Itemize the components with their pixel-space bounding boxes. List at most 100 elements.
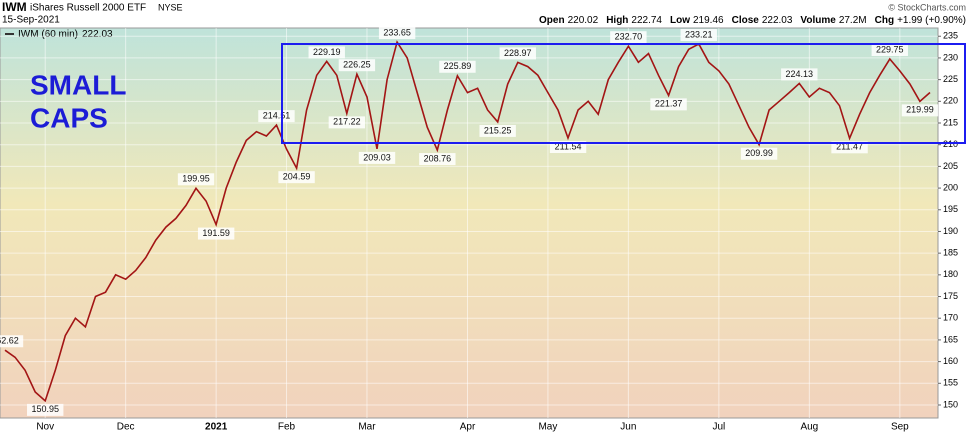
value-label: 228.97: [504, 48, 532, 58]
x-tick-label: Jun: [620, 422, 636, 433]
quote: Open 220.02 High 222.74 Low 219.46 Close 222.03…: [539, 15, 966, 26]
x-tick-label: Jul: [712, 422, 725, 433]
y-tick-label: 170: [943, 313, 958, 323]
value-label: 204.59: [283, 172, 311, 182]
value-label-box: [197, 227, 235, 240]
value-label-box: [549, 141, 587, 154]
y-tick-label: 235: [943, 31, 958, 41]
value-label-box: [740, 147, 778, 160]
value-label-box: [258, 110, 295, 123]
value-label: 219.99: [906, 105, 934, 115]
quote-label: Volume: [800, 15, 836, 26]
y-tick-label: 155: [943, 378, 958, 388]
y-tick-label: 185: [943, 248, 958, 258]
value-label: 233.65: [383, 27, 411, 37]
x-tick-label: 2021: [205, 422, 228, 433]
value-label-box: [378, 27, 416, 40]
x-tick-label: Feb: [278, 422, 296, 433]
x-tick-label: Sep: [891, 422, 909, 433]
security-name: iShares Russell 2000 ETF: [30, 3, 146, 14]
value-label-box: [781, 68, 818, 81]
value-label-box: [177, 173, 215, 186]
annotation: CAPS: [30, 102, 108, 133]
y-tick-label: 205: [943, 161, 958, 171]
value-label: 217.22: [333, 117, 361, 127]
quote-label: Chg: [875, 15, 894, 26]
value-label: 221.37: [655, 99, 683, 109]
value-label-box: [278, 171, 315, 184]
x-tick-label: Aug: [800, 422, 818, 433]
value-label: 211.54: [555, 141, 582, 151]
x-tick-label: Mar: [358, 422, 376, 433]
range-box: [281, 43, 966, 144]
value-label-box: [610, 31, 647, 44]
value-label-box: [680, 29, 717, 42]
value-label-box: [901, 104, 939, 117]
date: 15-Sep-2021: [2, 15, 60, 26]
value-label: 225.89: [444, 61, 472, 71]
value-label-box: [308, 46, 345, 59]
value-label: 199.95: [182, 174, 210, 184]
value-label: 224.13: [786, 69, 814, 79]
y-tick-label: 175: [943, 291, 958, 301]
y-tick-label: 230: [943, 52, 958, 62]
value-label-box: [419, 153, 456, 166]
y-tick-label: 150: [943, 399, 958, 409]
value-label-box: [831, 141, 868, 154]
value-label: 211.47: [836, 142, 863, 152]
x-tick-label: Dec: [117, 422, 135, 433]
value-label: 226.25: [343, 60, 371, 70]
plot-area: [0, 27, 939, 419]
value-label-box: [0, 335, 24, 348]
value-label: 232.70: [615, 32, 643, 42]
quote-value: 220.02: [568, 15, 599, 26]
price-line: [4, 40, 931, 403]
y-tick-label: 160: [943, 356, 958, 366]
copyright: © StockCharts.com: [888, 2, 966, 12]
value-label: 191.59: [202, 228, 230, 238]
value-label: 162.62: [0, 336, 19, 346]
quote-value: 219.46: [693, 15, 724, 26]
y-tick-label: 190: [943, 226, 958, 236]
value-label-box: [358, 151, 396, 164]
quote-value: 222.74: [631, 15, 662, 26]
value-label: 229.75: [876, 44, 904, 54]
quote-label: Close: [732, 15, 760, 26]
annotation: SMALL: [30, 69, 126, 100]
quote-value: +1.99 (+0.90%): [897, 15, 966, 26]
value-label-box: [479, 124, 516, 137]
y-tick-label: 220: [943, 96, 958, 106]
value-label-box: [338, 59, 376, 72]
y-tick-label: 200: [943, 182, 958, 192]
y-tick-label: 195: [943, 204, 958, 214]
quote-label: High: [606, 15, 628, 26]
y-tick-label: 215: [943, 117, 958, 127]
quote-value: 222.03: [762, 15, 793, 26]
value-label: 209.03: [363, 152, 391, 162]
value-label-box: [27, 403, 64, 416]
value-label-box: [650, 98, 687, 111]
y-tick-label: 165: [943, 334, 958, 344]
value-label: 215.25: [484, 125, 512, 135]
x-tick-label: May: [538, 422, 557, 433]
legend: IWM (60 min) 222.03: [5, 29, 113, 40]
exchange: NYSE: [158, 2, 183, 12]
legend-value: 222.03: [82, 29, 113, 40]
quote-label: Open: [539, 15, 565, 26]
symbol: IWM: [2, 0, 27, 14]
value-label: 229.19: [313, 47, 341, 57]
value-label: 214.51: [263, 111, 291, 121]
y-tick-label: 180: [943, 269, 958, 279]
x-tick-label: Apr: [460, 422, 476, 433]
value-label-box: [328, 116, 366, 129]
value-label-box: [499, 47, 536, 60]
quote-label: Low: [670, 15, 690, 26]
x-tick-label: Nov: [36, 422, 54, 433]
quote-value: 27.2M: [839, 15, 867, 26]
value-label-box: [871, 44, 908, 57]
value-label: 209.99: [745, 148, 773, 158]
value-label: 233.21: [685, 29, 713, 39]
y-tick-label: 210: [943, 139, 958, 149]
value-label-box: [439, 60, 476, 73]
